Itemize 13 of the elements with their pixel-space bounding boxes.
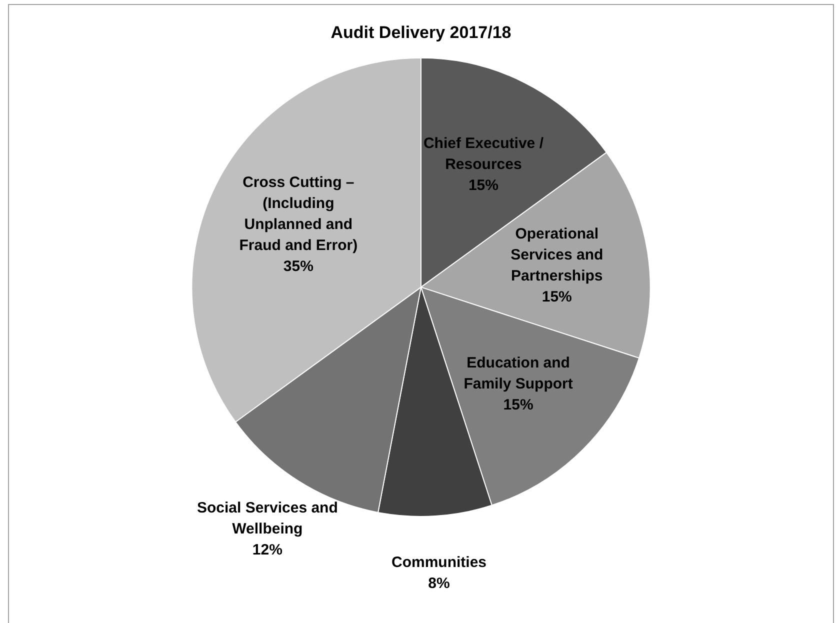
data-label: 12% [252, 541, 282, 558]
data-label: 15% [468, 176, 498, 194]
chart-title: Audit Delivery 2017/18 [330, 22, 512, 42]
data-label: 35% [283, 258, 314, 275]
slice-label: Chief Executive / Resources [423, 134, 544, 173]
slice-label: Cross Cutting – (Including Unplanned and Fraud and Error) [239, 174, 358, 254]
slice-label: Communities [391, 554, 487, 571]
data-label: 15% [503, 396, 534, 414]
slice-label: Education and Family Support [464, 354, 573, 393]
data-label: 15% [542, 288, 572, 306]
slice-label: Operational Services and Partnerships [510, 225, 604, 284]
data-label: 8% [428, 574, 450, 592]
slice-label: Social Services and Wellbeing [196, 499, 338, 538]
